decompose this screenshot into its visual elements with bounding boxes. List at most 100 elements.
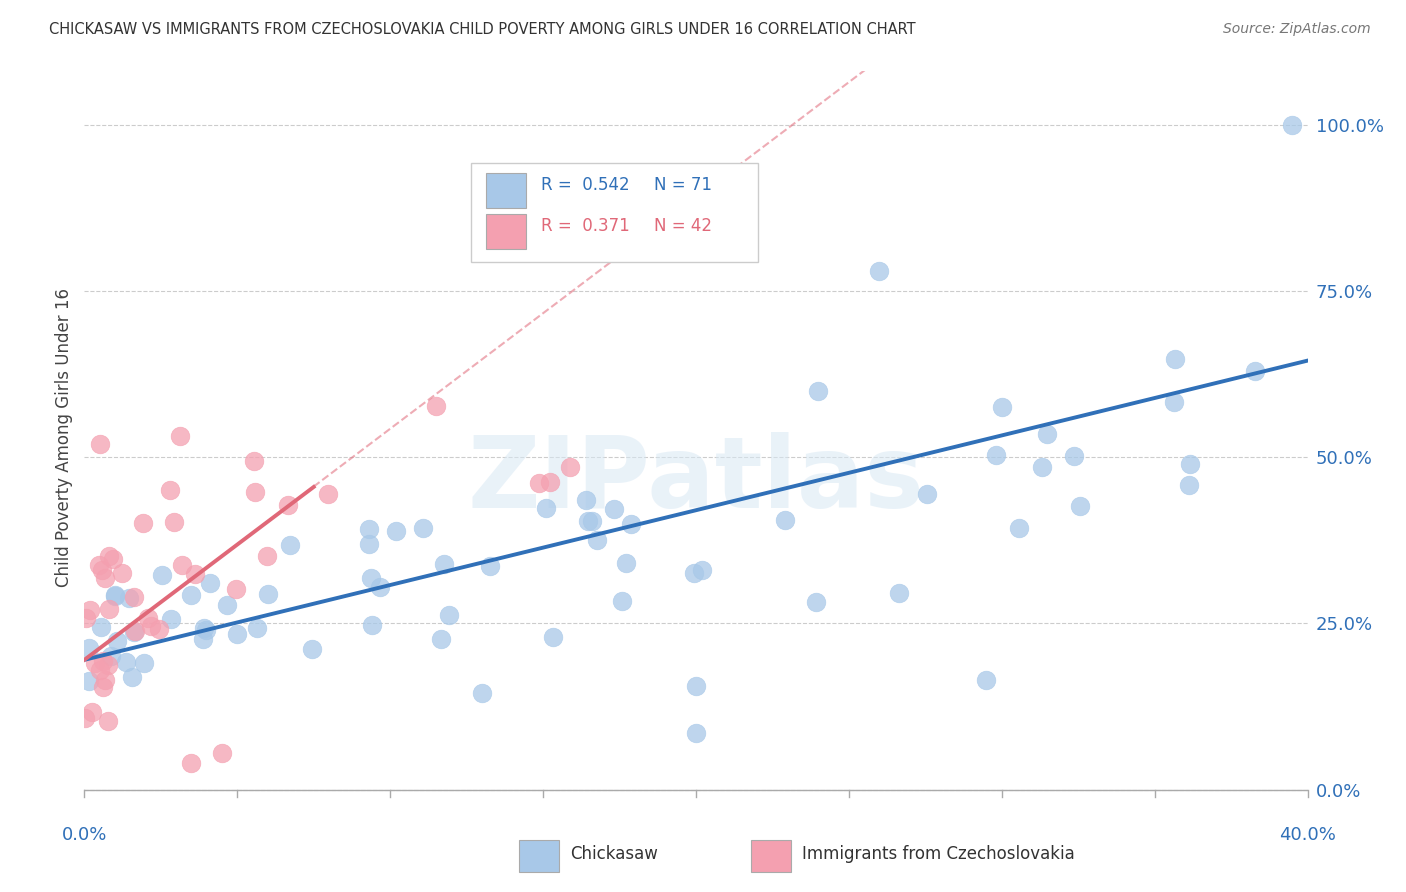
Point bbox=[1031, 459, 1053, 474]
Point bbox=[169, 429, 191, 443]
Point bbox=[139, 618, 162, 632]
Point bbox=[685, 726, 707, 740]
Point bbox=[93, 654, 115, 668]
Point bbox=[245, 485, 267, 500]
Point bbox=[124, 624, 146, 638]
Y-axis label: Child Poverty Among Girls Under 16: Child Poverty Among Girls Under 16 bbox=[55, 287, 73, 587]
Point bbox=[558, 459, 581, 474]
Text: N = 42: N = 42 bbox=[654, 217, 713, 235]
Point bbox=[610, 594, 633, 608]
Point bbox=[180, 589, 202, 603]
Point bbox=[1035, 427, 1057, 442]
Point bbox=[368, 580, 391, 594]
Point bbox=[97, 714, 120, 729]
Point bbox=[183, 567, 205, 582]
Point bbox=[256, 549, 278, 563]
Text: CHICKASAW VS IMMIGRANTS FROM CZECHOSLOVAKIA CHILD POVERTY AMONG GIRLS UNDER 16 C: CHICKASAW VS IMMIGRANTS FROM CZECHOSLOVA… bbox=[49, 22, 915, 37]
Point bbox=[976, 673, 998, 687]
Point bbox=[225, 582, 247, 596]
Point bbox=[384, 524, 406, 538]
Point bbox=[122, 590, 145, 604]
Point bbox=[121, 670, 143, 684]
Point bbox=[163, 516, 186, 530]
Point bbox=[104, 590, 127, 604]
Point bbox=[585, 533, 607, 547]
Point bbox=[603, 502, 626, 516]
Point bbox=[89, 663, 111, 677]
Point bbox=[357, 523, 380, 537]
Point bbox=[75, 611, 97, 625]
Point bbox=[211, 746, 233, 760]
Point bbox=[77, 640, 100, 655]
Point bbox=[575, 492, 598, 507]
Point bbox=[614, 557, 637, 571]
FancyBboxPatch shape bbox=[519, 840, 560, 872]
Point bbox=[280, 538, 302, 552]
Point bbox=[773, 513, 796, 527]
Point bbox=[89, 436, 111, 450]
Point bbox=[105, 634, 128, 648]
Point bbox=[115, 655, 138, 669]
Point bbox=[75, 711, 97, 725]
Point bbox=[79, 603, 101, 617]
Point bbox=[97, 602, 120, 616]
Point bbox=[198, 576, 221, 591]
Point bbox=[1178, 458, 1201, 472]
Point bbox=[226, 627, 249, 641]
FancyBboxPatch shape bbox=[751, 840, 792, 872]
Point bbox=[807, 384, 830, 398]
Point bbox=[98, 549, 121, 563]
Point bbox=[581, 514, 603, 528]
Point bbox=[683, 566, 706, 580]
Point bbox=[433, 557, 456, 571]
Point bbox=[478, 558, 501, 573]
Point bbox=[80, 705, 103, 719]
Point bbox=[316, 487, 339, 501]
Point bbox=[437, 608, 460, 623]
Point bbox=[150, 568, 173, 582]
Point bbox=[541, 630, 564, 644]
Point bbox=[246, 622, 269, 636]
Point bbox=[91, 564, 114, 578]
Point bbox=[136, 611, 159, 625]
Point bbox=[159, 483, 181, 497]
Point bbox=[1008, 521, 1031, 535]
Point bbox=[180, 756, 202, 770]
Point bbox=[1281, 118, 1303, 132]
Point bbox=[915, 487, 938, 501]
Point bbox=[89, 558, 111, 573]
Text: Chickasaw: Chickasaw bbox=[569, 845, 658, 863]
FancyBboxPatch shape bbox=[485, 214, 526, 249]
Point bbox=[243, 454, 266, 468]
Point bbox=[148, 623, 170, 637]
Point bbox=[77, 673, 100, 688]
Point bbox=[685, 680, 707, 694]
Point bbox=[471, 686, 494, 700]
Point bbox=[359, 537, 381, 551]
Point bbox=[1178, 478, 1201, 492]
Point bbox=[869, 264, 891, 278]
Point bbox=[1063, 449, 1085, 463]
Point bbox=[527, 476, 550, 491]
Point bbox=[93, 673, 115, 688]
Point bbox=[122, 625, 145, 640]
Point bbox=[193, 621, 215, 635]
Point bbox=[301, 642, 323, 657]
Text: R =  0.371: R = 0.371 bbox=[541, 217, 630, 235]
Text: N = 71: N = 71 bbox=[654, 176, 713, 194]
FancyBboxPatch shape bbox=[471, 163, 758, 261]
Point bbox=[360, 571, 382, 585]
Point bbox=[1163, 395, 1185, 409]
Point bbox=[101, 551, 124, 566]
Text: R =  0.542: R = 0.542 bbox=[541, 176, 630, 194]
Text: 40.0%: 40.0% bbox=[1279, 826, 1336, 844]
Point bbox=[84, 657, 107, 671]
Point bbox=[412, 521, 434, 535]
Point bbox=[97, 658, 120, 673]
Point bbox=[94, 571, 117, 585]
Point bbox=[361, 618, 384, 632]
Point bbox=[100, 649, 122, 664]
Point bbox=[132, 516, 155, 531]
Point bbox=[104, 588, 127, 602]
Point bbox=[425, 399, 447, 413]
